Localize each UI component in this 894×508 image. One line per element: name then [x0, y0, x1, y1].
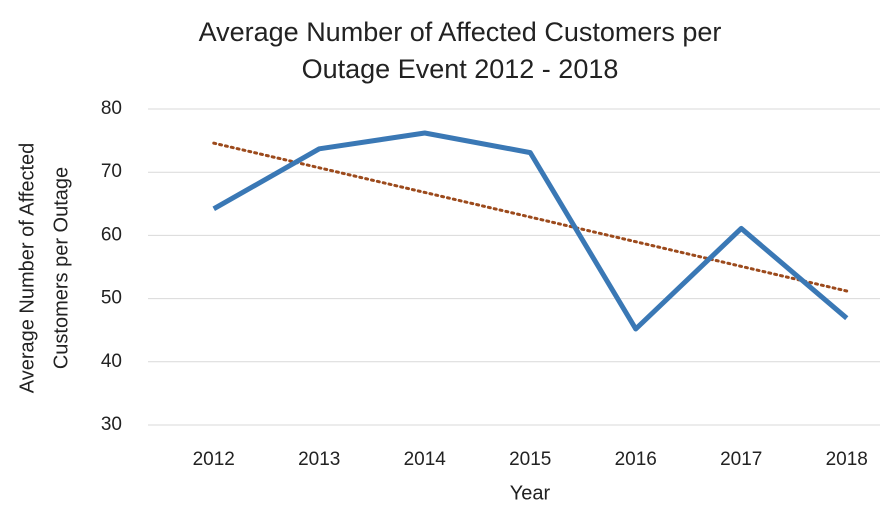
- x-tick-label: 2014: [404, 449, 447, 470]
- y-tick-label: 80: [101, 98, 122, 119]
- trend-line: [212, 141, 849, 293]
- x-tick-label: 2017: [720, 449, 762, 470]
- y-axis-label: Average Number of Affected: [16, 143, 38, 394]
- x-tick-label: 2015: [509, 449, 551, 470]
- chart-title: Outage Event 2012 - 2018: [302, 54, 619, 84]
- y-axis-label-group: Average Number of Affected Customers per…: [16, 143, 72, 394]
- x-axis-label: Year: [510, 482, 551, 504]
- y-tick-label: 30: [101, 414, 122, 435]
- x-tick-label: 2018: [826, 449, 868, 470]
- x-tick-label: 2012: [193, 449, 235, 470]
- y-tick-label: 50: [101, 288, 122, 309]
- data-line: [212, 130, 849, 332]
- y-tick-label: 40: [101, 351, 122, 372]
- x-tick-label: 2016: [615, 449, 657, 470]
- chart-title: Average Number of Affected Customers per: [199, 17, 722, 47]
- y-axis-label: Customers per Outage: [50, 167, 72, 369]
- y-tick-label: 60: [101, 224, 122, 245]
- y-tick-label: 70: [101, 161, 122, 182]
- x-tick-label: 2013: [298, 449, 340, 470]
